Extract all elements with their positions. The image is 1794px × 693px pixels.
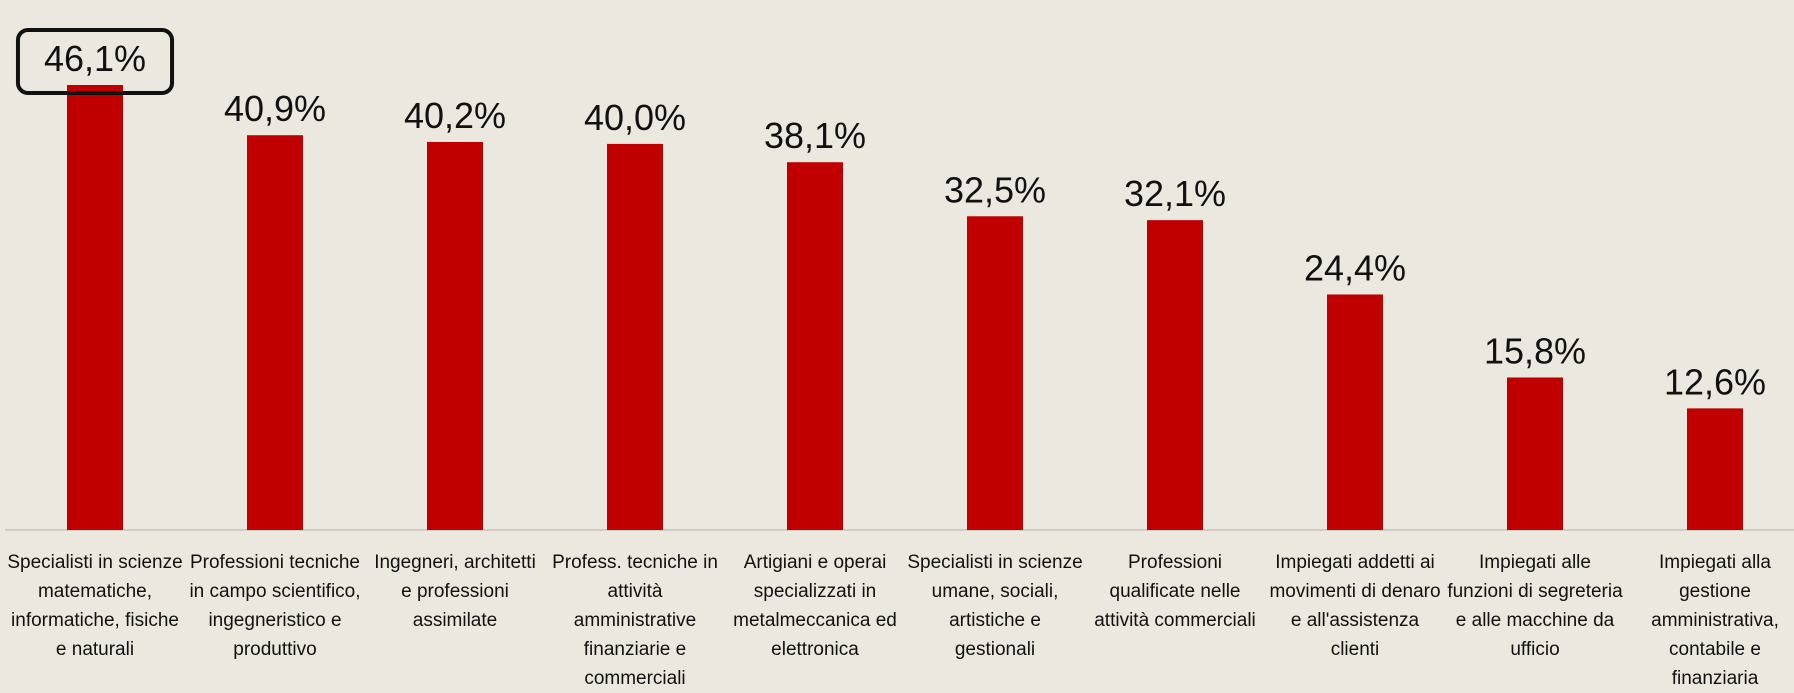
x-tick-label: Impiegati addetti ai movimenti di denaro… xyxy=(1269,552,1441,660)
x-tick-label: Impiegati alla gestione amministrativa, … xyxy=(1651,552,1779,689)
value-label: 24,4% xyxy=(1304,247,1406,288)
bar xyxy=(1507,377,1563,530)
x-tick-label: Artigiani e operai specializzati in meta… xyxy=(733,552,897,660)
value-label: 46,1% xyxy=(44,38,146,79)
highlight-box xyxy=(15,28,175,95)
bar xyxy=(427,141,483,530)
bar xyxy=(967,216,1023,530)
value-label: 32,5% xyxy=(944,169,1046,210)
x-tick-label: Professioni tecniche in campo scientific… xyxy=(189,552,361,660)
bar xyxy=(607,143,663,530)
x-tick-label: Ingegneri, architetti e professioni assi… xyxy=(374,552,536,631)
value-label: 32,1% xyxy=(1124,173,1226,214)
value-label: 12,6% xyxy=(1664,361,1766,402)
value-label: 40,0% xyxy=(584,97,686,138)
value-label: 40,2% xyxy=(404,95,506,136)
x-tick-label: Profess. tecniche in attività amministra… xyxy=(552,552,718,689)
bar xyxy=(1327,294,1383,530)
bar xyxy=(1687,408,1743,530)
value-label: 38,1% xyxy=(764,115,866,156)
bar xyxy=(67,85,123,530)
x-tick-label: Specialisti in scienze matematiche, info… xyxy=(7,552,183,660)
bar xyxy=(787,162,843,530)
value-label: 40,9% xyxy=(224,88,326,129)
bar xyxy=(247,135,303,530)
bar xyxy=(1147,220,1203,530)
x-tick-label: Professioni qualificate nelle attività c… xyxy=(1094,552,1256,631)
x-tick-label: Impiegati alle funzioni di segreteria e … xyxy=(1447,552,1623,660)
x-tick-label: Specialisti in scienze umane, sociali, a… xyxy=(907,552,1083,660)
value-label: 15,8% xyxy=(1484,330,1586,371)
